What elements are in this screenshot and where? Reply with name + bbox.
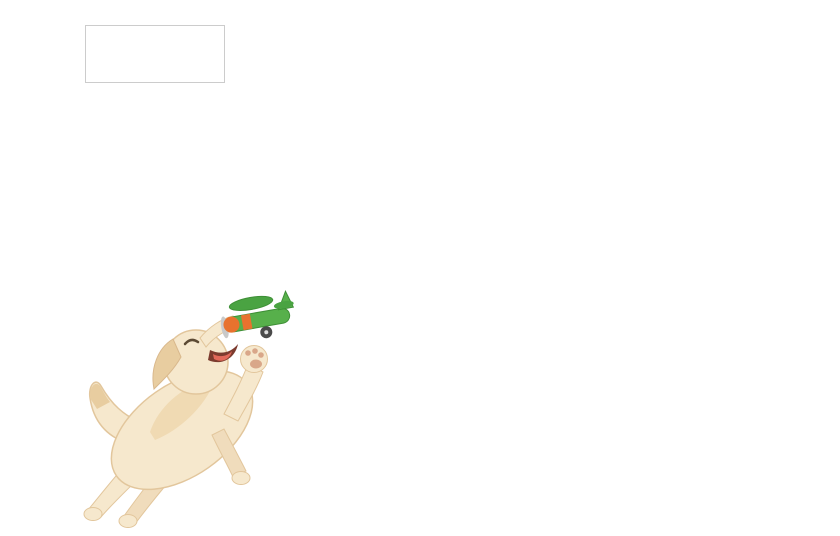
ma60-swatch — [66, 318, 88, 321]
dog-paw-pad — [250, 359, 262, 369]
dog-paw-pad — [245, 350, 251, 356]
toy-plane-stripe — [240, 313, 253, 331]
dog-paw-pad — [252, 348, 258, 354]
ma90-swatch — [92, 69, 114, 72]
ma30-swatch — [66, 302, 88, 305]
ma90-swatch — [66, 334, 88, 337]
dog-paw — [231, 471, 251, 485]
dog-tail-tip — [89, 383, 110, 409]
ma60-swatch — [92, 53, 114, 56]
dog-front-leg-raised — [223, 363, 264, 422]
sell-point-callout — [214, 250, 622, 272]
legend-item — [66, 295, 96, 311]
dog-illustration — [83, 315, 268, 528]
toy-plane-icon — [220, 290, 295, 339]
ma30-swatch — [92, 37, 114, 40]
dog-eye — [183, 338, 200, 346]
legend-bottom — [62, 293, 100, 345]
dog-tongue — [213, 351, 232, 361]
toy-plane-cowl — [223, 316, 240, 333]
legend-item — [92, 62, 218, 78]
toy-plane-wing — [228, 295, 274, 311]
legend-top — [85, 25, 225, 83]
legend-item — [66, 327, 96, 343]
legend-item — [92, 46, 218, 62]
dog-paw-pad — [258, 352, 264, 358]
sell-point-ribbon — [388, 5, 410, 28]
legend-item — [66, 311, 96, 327]
toy-plane-tailwing — [273, 300, 294, 309]
legend-item — [92, 30, 218, 46]
toy-plane-hub — [264, 330, 269, 335]
dog-ear — [152, 338, 182, 391]
dog-front-leg — [211, 428, 247, 478]
dog-paw — [118, 514, 138, 528]
dog-paw — [83, 507, 103, 521]
